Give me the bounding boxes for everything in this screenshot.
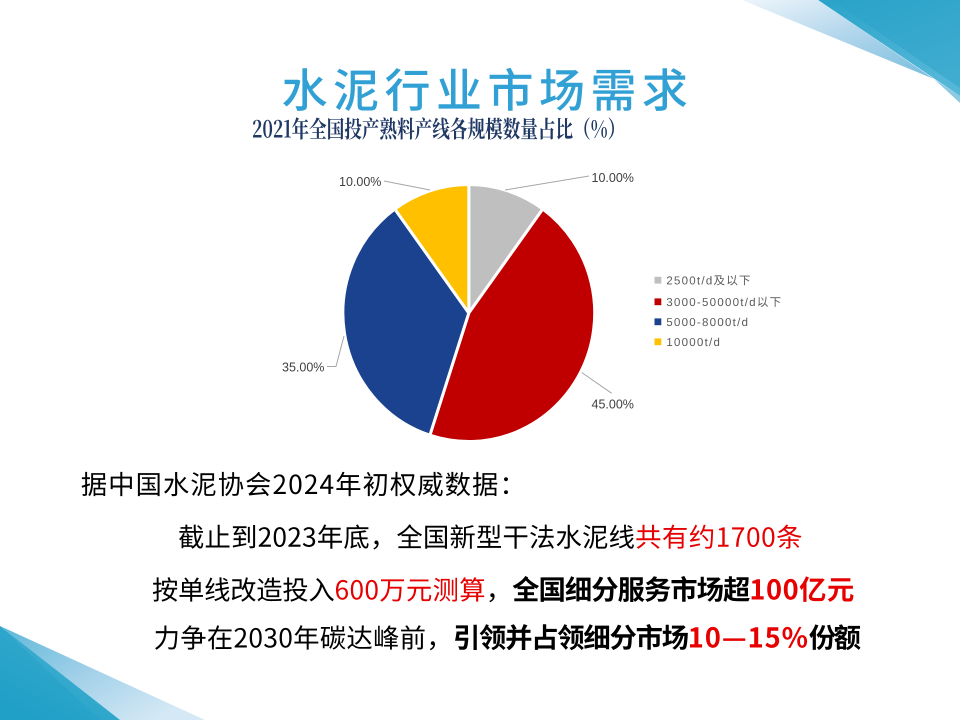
svg-text:10.00%: 10.00% [592,171,634,185]
svg-text:35.00%: 35.00% [282,361,324,375]
svg-text:45.00%: 45.00% [592,398,634,412]
svg-text:10.00%: 10.00% [339,175,381,189]
